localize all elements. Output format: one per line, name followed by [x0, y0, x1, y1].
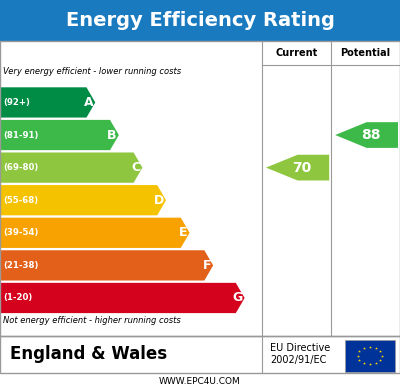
Text: (39-54): (39-54)	[3, 228, 38, 237]
Polygon shape	[0, 185, 166, 215]
Polygon shape	[335, 122, 398, 148]
Text: Very energy efficient - lower running costs: Very energy efficient - lower running co…	[3, 67, 181, 76]
Text: G: G	[232, 291, 242, 305]
Text: Potential: Potential	[340, 48, 391, 58]
Polygon shape	[0, 120, 119, 150]
Polygon shape	[0, 87, 95, 118]
Text: B: B	[107, 128, 117, 142]
Text: C: C	[131, 161, 140, 174]
Bar	[345, 340, 395, 372]
Text: A: A	[84, 96, 93, 109]
Text: D: D	[154, 194, 164, 207]
Polygon shape	[0, 218, 190, 248]
Text: (69-80): (69-80)	[3, 163, 38, 172]
Text: Energy Efficiency Rating: Energy Efficiency Rating	[66, 11, 334, 30]
Text: (1-20): (1-20)	[3, 293, 32, 303]
Polygon shape	[0, 152, 142, 183]
Text: Current: Current	[276, 48, 318, 58]
Text: (55-68): (55-68)	[3, 196, 38, 205]
Bar	[0, 336, 400, 373]
Text: Not energy efficient - higher running costs: Not energy efficient - higher running co…	[3, 316, 181, 325]
Text: E: E	[179, 226, 188, 239]
Polygon shape	[0, 283, 245, 313]
Text: EU Directive: EU Directive	[270, 343, 330, 353]
Bar	[0, 0, 400, 41]
Text: (92+): (92+)	[3, 98, 30, 107]
Text: England & Wales: England & Wales	[10, 345, 167, 364]
Text: 2002/91/EC: 2002/91/EC	[270, 355, 326, 365]
Bar	[0, 41, 400, 336]
Polygon shape	[266, 155, 329, 180]
Polygon shape	[0, 250, 213, 281]
Text: F: F	[203, 259, 211, 272]
Text: WWW.EPC4U.COM: WWW.EPC4U.COM	[159, 376, 241, 386]
Text: 88: 88	[361, 128, 380, 142]
Text: 70: 70	[292, 161, 311, 175]
Text: (81-91): (81-91)	[3, 130, 38, 140]
Text: (21-38): (21-38)	[3, 261, 38, 270]
